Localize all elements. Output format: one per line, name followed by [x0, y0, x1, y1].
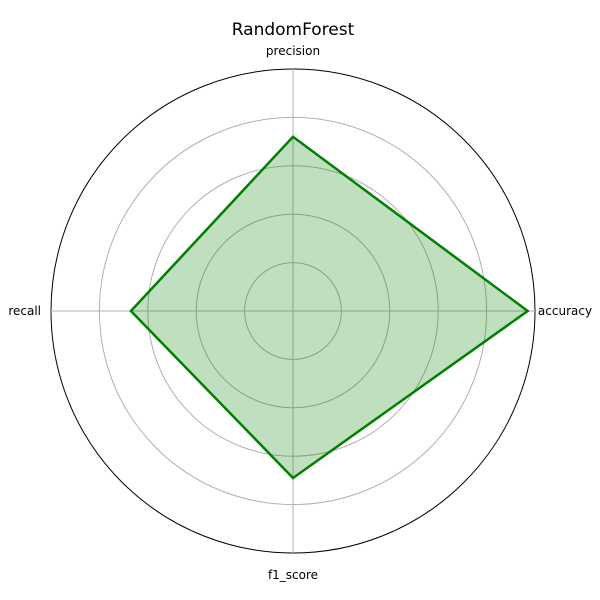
- series-area: [130, 136, 528, 479]
- category-label-recall: recall: [8, 304, 41, 318]
- radar-series: [129, 135, 530, 480]
- chart-title: RandomForest: [232, 20, 355, 40]
- category-labels: accuracy precision recall f1_score: [8, 44, 592, 582]
- category-label-f1-score: f1_score: [268, 568, 318, 582]
- category-label-precision: precision: [266, 44, 320, 58]
- category-label-accuracy: accuracy: [538, 304, 592, 318]
- radar-grid: [50, 68, 536, 554]
- series-line: [129, 135, 530, 480]
